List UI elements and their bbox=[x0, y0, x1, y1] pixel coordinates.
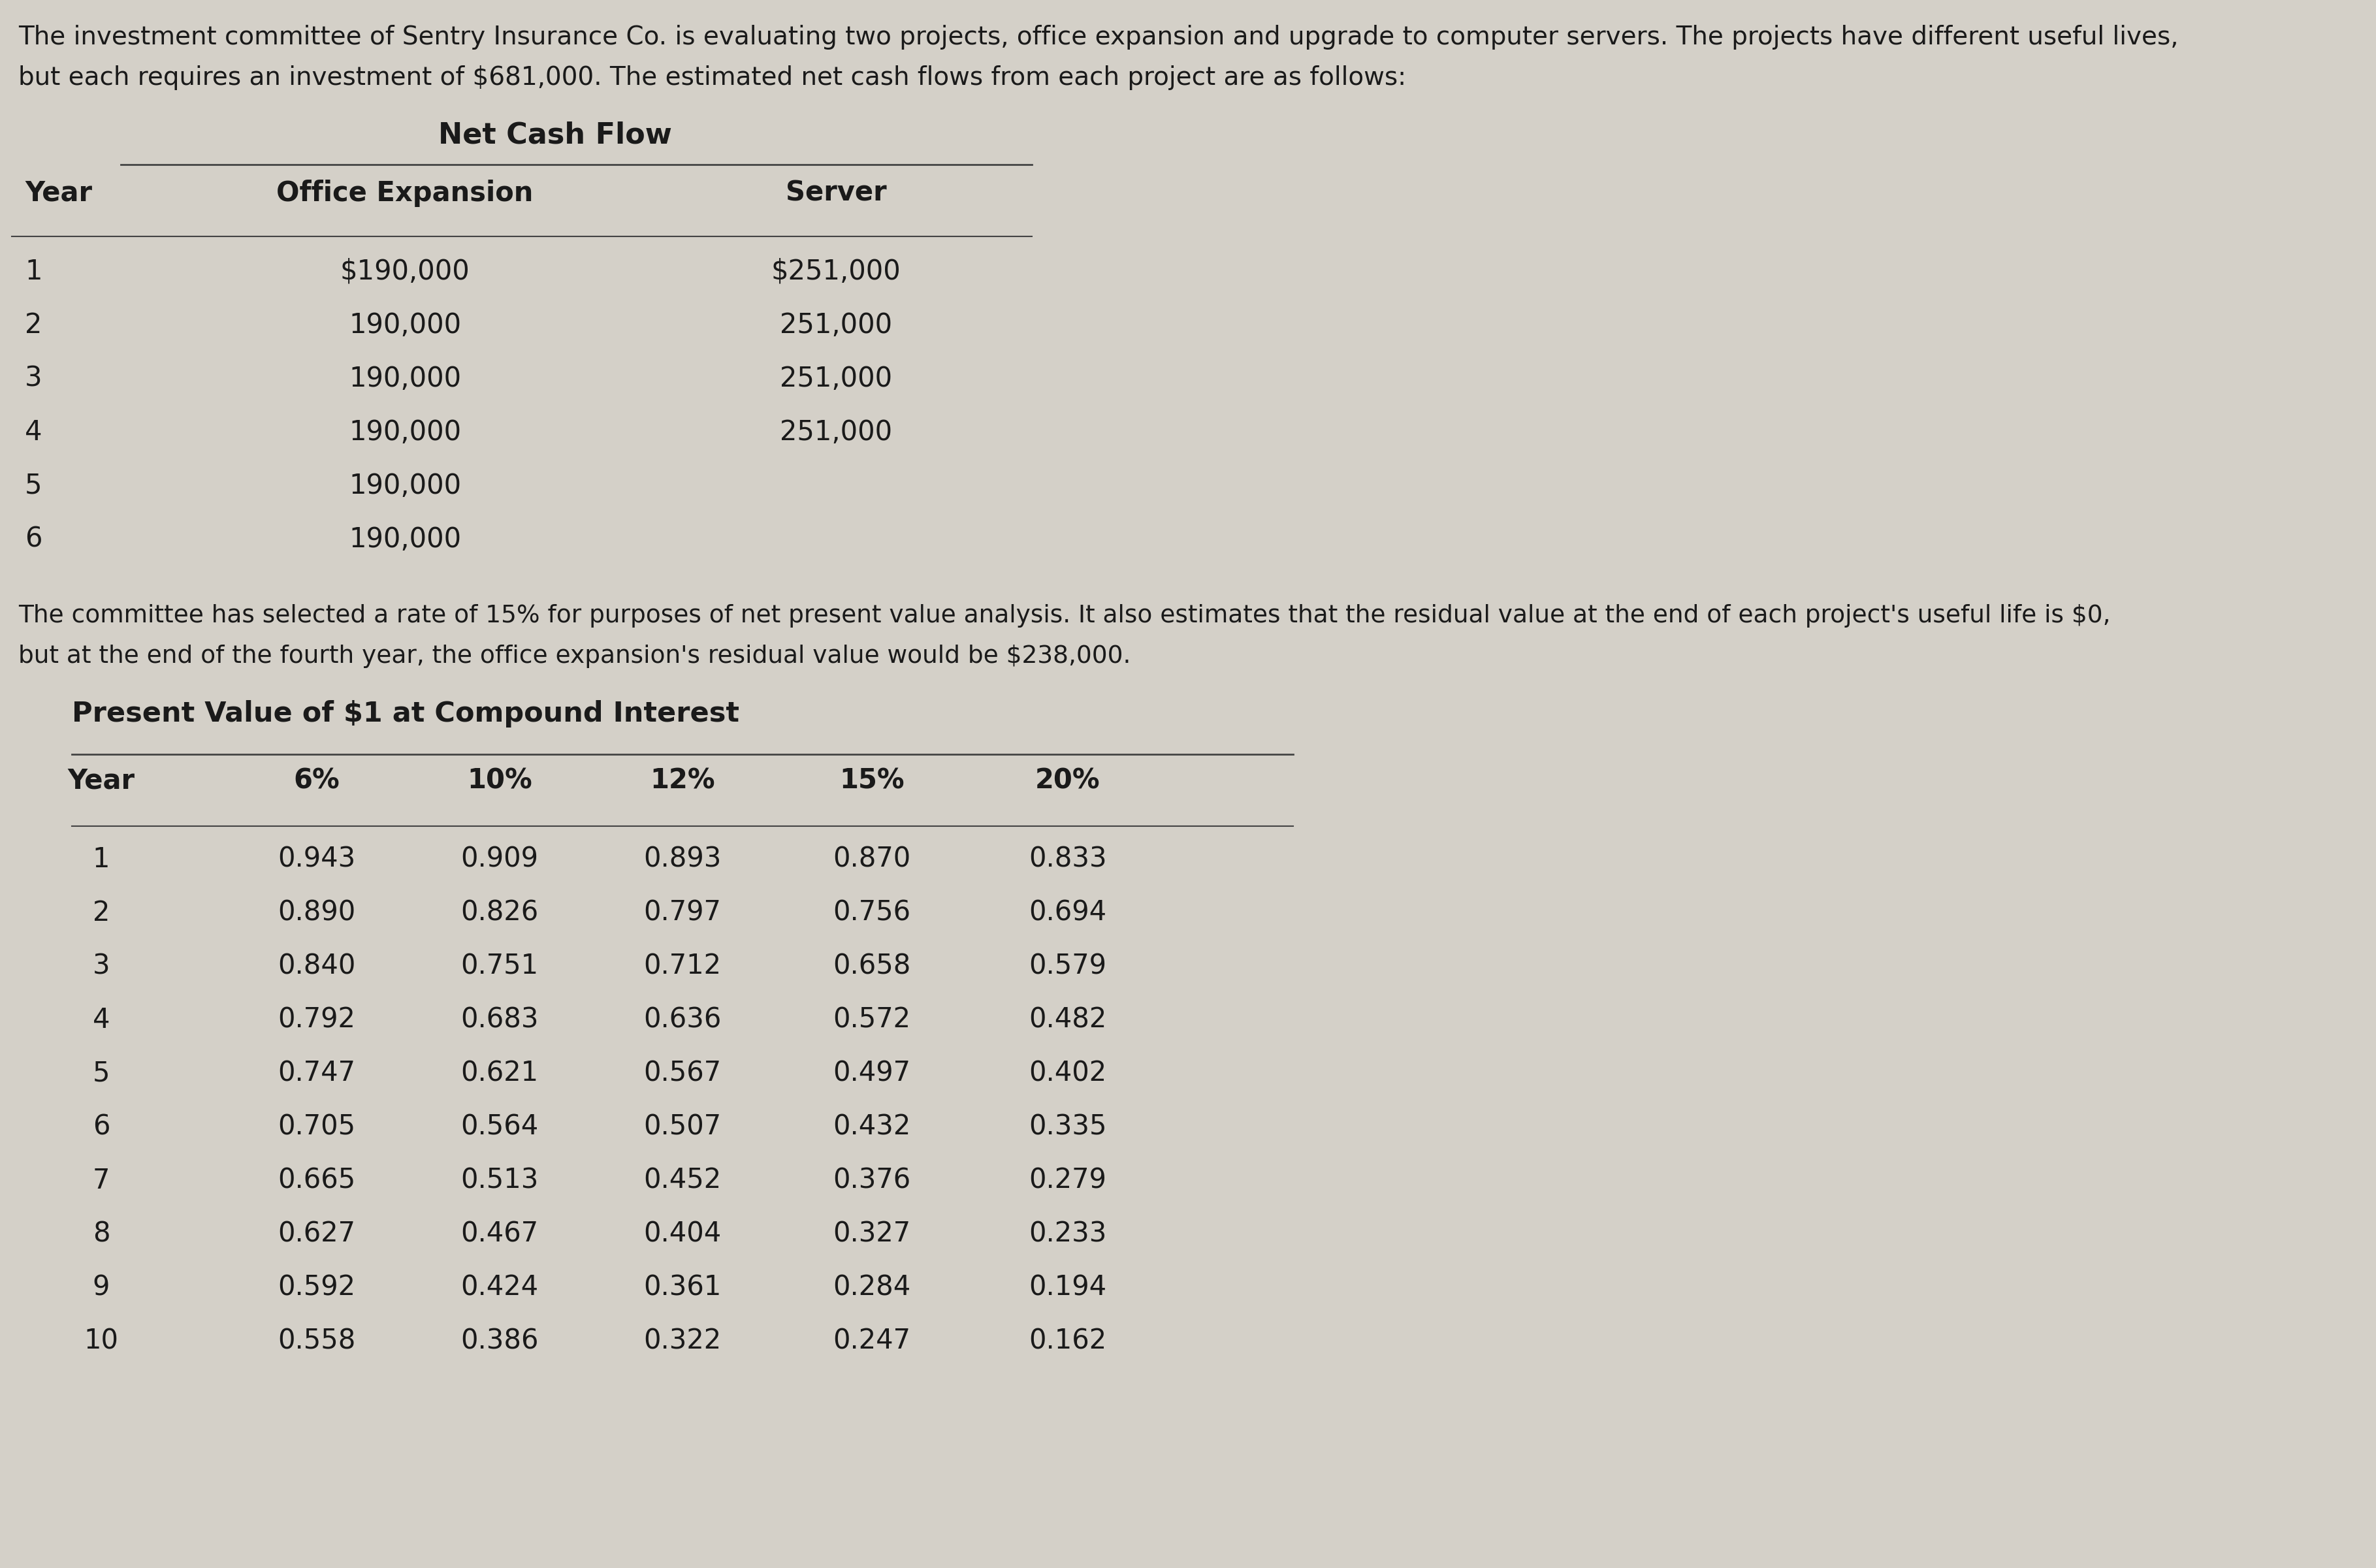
Text: 1: 1 bbox=[93, 845, 109, 873]
Text: 190,000: 190,000 bbox=[349, 525, 461, 554]
Text: 0.756: 0.756 bbox=[834, 900, 910, 927]
Text: 0.194: 0.194 bbox=[1029, 1275, 1107, 1301]
Text: 0.870: 0.870 bbox=[834, 845, 910, 873]
Text: 12%: 12% bbox=[651, 767, 715, 795]
Text: 190,000: 190,000 bbox=[349, 365, 461, 392]
Text: 2: 2 bbox=[24, 312, 43, 339]
Text: 0.386: 0.386 bbox=[461, 1328, 539, 1355]
Text: 4: 4 bbox=[24, 419, 43, 445]
Text: 0.665: 0.665 bbox=[278, 1167, 356, 1195]
Text: 0.162: 0.162 bbox=[1029, 1328, 1107, 1355]
Text: 251,000: 251,000 bbox=[779, 312, 891, 339]
Text: 5: 5 bbox=[93, 1060, 109, 1087]
Text: 4: 4 bbox=[93, 1007, 109, 1033]
Text: 0.705: 0.705 bbox=[278, 1113, 356, 1142]
Text: 0.507: 0.507 bbox=[644, 1113, 722, 1142]
Text: Server: Server bbox=[786, 180, 886, 207]
Text: 0.567: 0.567 bbox=[644, 1060, 722, 1087]
Text: 190,000: 190,000 bbox=[349, 419, 461, 445]
Text: 0.747: 0.747 bbox=[278, 1060, 356, 1087]
Text: $251,000: $251,000 bbox=[772, 259, 901, 285]
Text: 0.636: 0.636 bbox=[644, 1007, 722, 1033]
Text: 0.376: 0.376 bbox=[834, 1167, 910, 1195]
Text: The investment committee of Sentry Insurance Co. is evaluating two projects, off: The investment committee of Sentry Insur… bbox=[19, 25, 2179, 50]
Text: 5: 5 bbox=[24, 472, 43, 500]
Text: 0.452: 0.452 bbox=[644, 1167, 722, 1195]
Text: but each requires an investment of $681,000. The estimated net cash flows from e: but each requires an investment of $681,… bbox=[19, 66, 1407, 89]
Text: 6%: 6% bbox=[295, 767, 340, 795]
Text: Net Cash Flow: Net Cash Flow bbox=[437, 121, 672, 149]
Text: 0.361: 0.361 bbox=[644, 1275, 722, 1301]
Text: but at the end of the fourth year, the office expansion's residual value would b: but at the end of the fourth year, the o… bbox=[19, 644, 1131, 668]
Text: 10%: 10% bbox=[468, 767, 532, 795]
Text: Year: Year bbox=[24, 180, 93, 207]
Text: 0.233: 0.233 bbox=[1029, 1220, 1107, 1248]
Text: Present Value of $1 at Compound Interest: Present Value of $1 at Compound Interest bbox=[71, 699, 739, 728]
Text: 0.893: 0.893 bbox=[644, 845, 722, 873]
Text: 190,000: 190,000 bbox=[349, 312, 461, 339]
Text: 0.432: 0.432 bbox=[834, 1113, 910, 1142]
Text: 0.513: 0.513 bbox=[461, 1167, 539, 1195]
Text: 15%: 15% bbox=[839, 767, 905, 795]
Text: 3: 3 bbox=[93, 953, 109, 980]
Text: 0.592: 0.592 bbox=[278, 1275, 356, 1301]
Text: 0.909: 0.909 bbox=[461, 845, 539, 873]
Text: 0.564: 0.564 bbox=[461, 1113, 539, 1142]
Text: 6: 6 bbox=[24, 525, 43, 554]
Text: 8: 8 bbox=[93, 1220, 109, 1248]
Text: 0.712: 0.712 bbox=[644, 953, 722, 980]
Text: 0.840: 0.840 bbox=[278, 953, 356, 980]
Text: 3: 3 bbox=[24, 365, 43, 392]
Text: 7: 7 bbox=[93, 1167, 109, 1195]
Text: 0.482: 0.482 bbox=[1029, 1007, 1107, 1033]
Text: 0.335: 0.335 bbox=[1029, 1113, 1107, 1142]
Text: 0.402: 0.402 bbox=[1029, 1060, 1107, 1087]
Text: 0.751: 0.751 bbox=[461, 953, 539, 980]
Text: 0.322: 0.322 bbox=[644, 1328, 722, 1355]
Text: 0.797: 0.797 bbox=[644, 900, 722, 927]
Text: 9: 9 bbox=[93, 1275, 109, 1301]
Text: 0.247: 0.247 bbox=[834, 1328, 910, 1355]
Text: 0.497: 0.497 bbox=[834, 1060, 910, 1087]
Text: 0.890: 0.890 bbox=[278, 900, 356, 927]
Text: 251,000: 251,000 bbox=[779, 419, 891, 445]
Text: 0.279: 0.279 bbox=[1029, 1167, 1107, 1195]
Text: 0.658: 0.658 bbox=[834, 953, 910, 980]
Text: 251,000: 251,000 bbox=[779, 365, 891, 392]
Text: 0.558: 0.558 bbox=[278, 1328, 356, 1355]
Text: 20%: 20% bbox=[1036, 767, 1100, 795]
Text: Year: Year bbox=[67, 767, 135, 795]
Text: 0.621: 0.621 bbox=[461, 1060, 539, 1087]
Text: 0.943: 0.943 bbox=[278, 845, 356, 873]
Text: 0.424: 0.424 bbox=[461, 1275, 539, 1301]
Text: 0.404: 0.404 bbox=[644, 1220, 722, 1248]
Text: 0.327: 0.327 bbox=[834, 1220, 910, 1248]
Text: 0.694: 0.694 bbox=[1029, 900, 1107, 927]
Text: 0.284: 0.284 bbox=[834, 1275, 910, 1301]
Text: 0.627: 0.627 bbox=[278, 1220, 356, 1248]
Text: 1: 1 bbox=[24, 259, 43, 285]
Text: 6: 6 bbox=[93, 1113, 109, 1142]
Text: $190,000: $190,000 bbox=[340, 259, 470, 285]
Text: 190,000: 190,000 bbox=[349, 472, 461, 500]
Text: 0.467: 0.467 bbox=[461, 1220, 539, 1248]
Text: 0.833: 0.833 bbox=[1029, 845, 1107, 873]
Text: 0.572: 0.572 bbox=[834, 1007, 910, 1033]
Text: 0.683: 0.683 bbox=[461, 1007, 539, 1033]
Text: Office Expansion: Office Expansion bbox=[276, 180, 532, 207]
Text: 10: 10 bbox=[83, 1328, 119, 1355]
Text: 2: 2 bbox=[93, 900, 109, 927]
Text: 0.579: 0.579 bbox=[1029, 953, 1107, 980]
Text: 0.792: 0.792 bbox=[278, 1007, 356, 1033]
Text: 0.826: 0.826 bbox=[461, 900, 539, 927]
Text: The committee has selected a rate of 15% for purposes of net present value analy: The committee has selected a rate of 15%… bbox=[19, 604, 2110, 627]
